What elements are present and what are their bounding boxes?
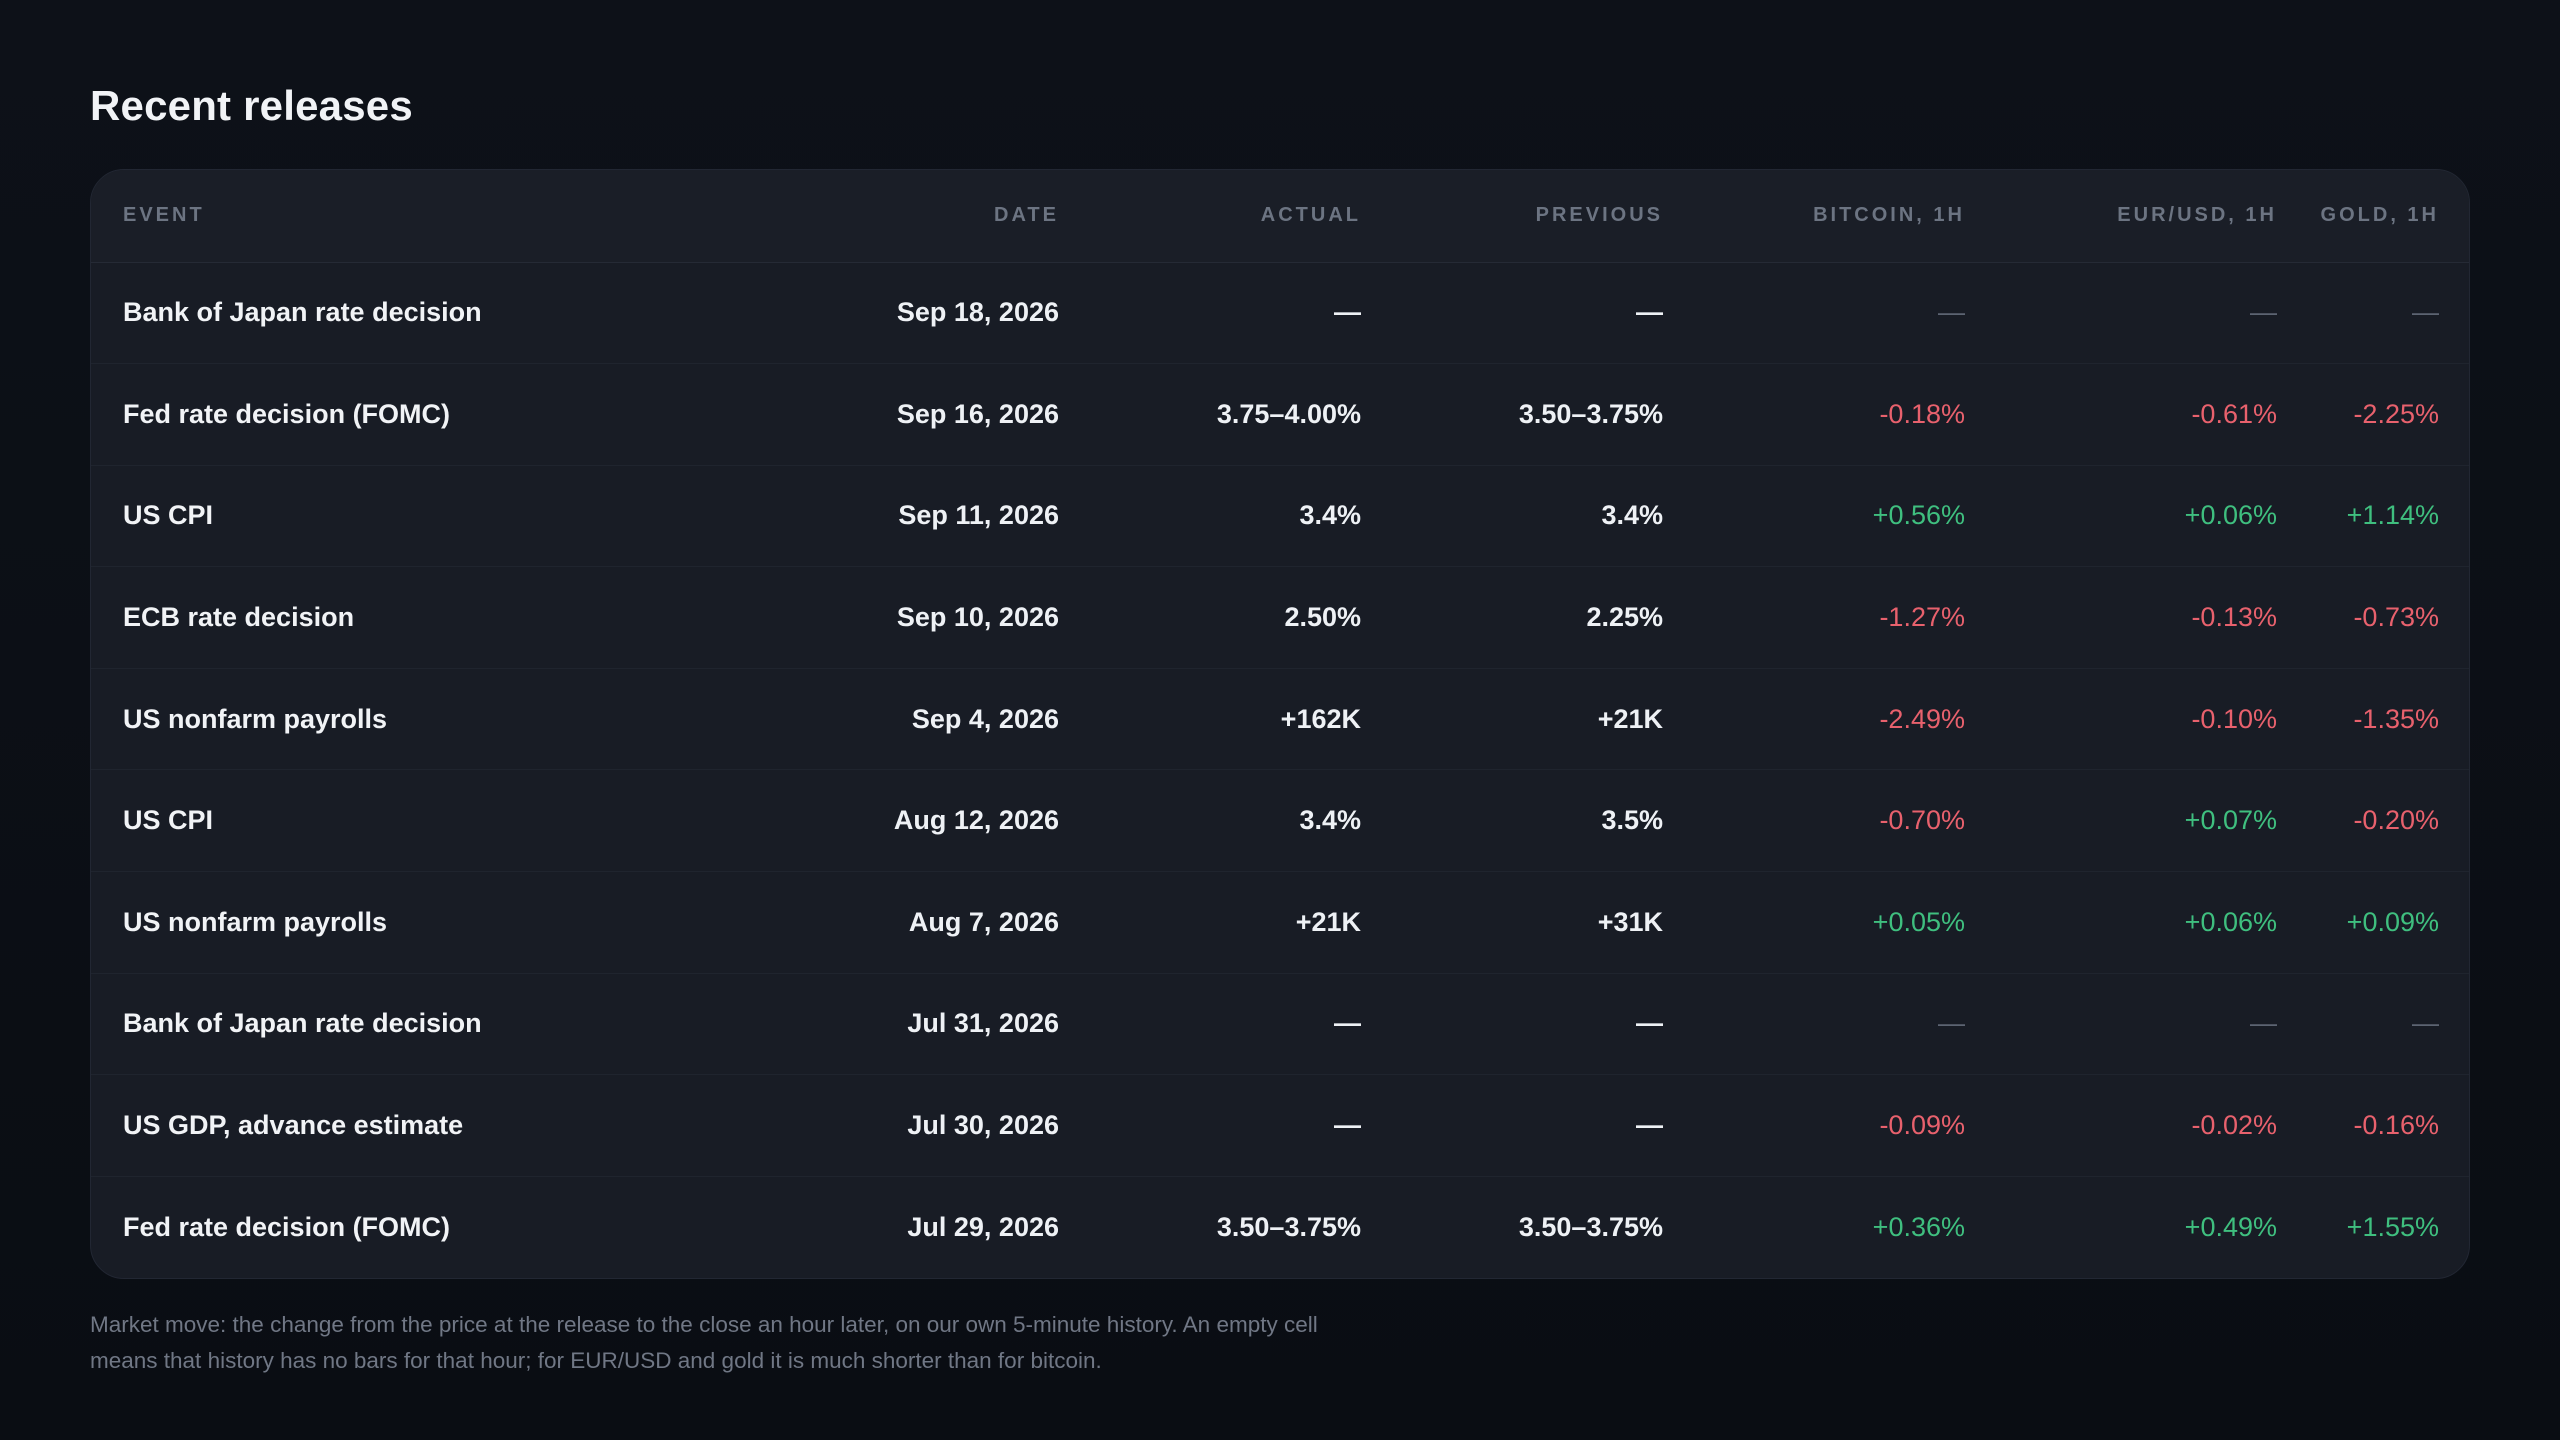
- column-header-actual[interactable]: ACTUAL: [1059, 170, 1361, 263]
- event-cell: Fed rate decision (FOMC): [91, 363, 631, 466]
- previous-cell: —: [1361, 972, 1663, 1075]
- event-cell: Fed rate decision (FOMC): [91, 1175, 631, 1278]
- gold-move-cell: -0.20%: [2277, 769, 2469, 872]
- event-cell: US CPI: [91, 464, 631, 567]
- date-cell: Sep 16, 2026: [631, 363, 1059, 466]
- event-cell: Bank of Japan rate decision: [91, 972, 631, 1075]
- gold-move-cell: —: [2412, 297, 2439, 328]
- actual-cell: —: [1059, 1074, 1361, 1177]
- table-row[interactable]: Fed rate decision (FOMC) Sep 16, 2026 3.…: [91, 363, 2469, 466]
- previous-cell: —: [1636, 297, 1663, 328]
- gold-move-cell: -2.25%: [2277, 363, 2469, 466]
- actual-cell: 3.4%: [1059, 464, 1361, 567]
- table-row[interactable]: Fed rate decision (FOMC) Jul 29, 2026 3.…: [91, 1175, 2469, 1278]
- gold-move-cell: +0.09%: [2277, 871, 2469, 974]
- previous-cell: 3.50–3.75%: [1361, 363, 1663, 466]
- bitcoin-move-cell: -0.09%: [1663, 1074, 1965, 1177]
- releases-table-card: EVENT DATE ACTUAL PREVIOUS BITCOIN, 1H E…: [90, 169, 2470, 1279]
- bitcoin-move-cell: —: [1663, 972, 1965, 1075]
- table-row[interactable]: Bank of Japan rate decision Sep 18, 2026…: [91, 262, 2469, 364]
- column-header-event[interactable]: EVENT: [91, 170, 631, 263]
- header-row: EVENT DATE ACTUAL PREVIOUS BITCOIN, 1H E…: [91, 170, 2469, 263]
- column-header-date[interactable]: DATE: [631, 170, 1059, 263]
- eurusd-move-cell: -0.13%: [1965, 566, 2277, 669]
- date-cell: Jul 30, 2026: [631, 1074, 1059, 1177]
- bitcoin-move-cell: -1.27%: [1663, 566, 1965, 669]
- date-cell: Sep 11, 2026: [631, 464, 1059, 567]
- table-row[interactable]: US GDP, advance estimate Jul 30, 2026 — …: [91, 1074, 2469, 1177]
- column-header-bitcoin-1h[interactable]: BITCOIN, 1H: [1663, 170, 1965, 263]
- bitcoin-move-cell: -0.70%: [1663, 769, 1965, 872]
- table-row[interactable]: US CPI Sep 11, 2026 3.4% 3.4% +0.56% +0.…: [91, 464, 2469, 567]
- eurusd-move-cell: +0.06%: [1965, 464, 2277, 567]
- actual-cell: 3.50–3.75%: [1059, 1175, 1361, 1278]
- date-cell: Aug 12, 2026: [631, 769, 1059, 872]
- previous-cell: +31K: [1361, 871, 1663, 974]
- gold-move-cell: -0.16%: [2277, 1074, 2469, 1177]
- event-cell: US GDP, advance estimate: [91, 1074, 631, 1177]
- bitcoin-move-cell: +0.56%: [1663, 464, 1965, 567]
- table-row[interactable]: US nonfarm payrolls Sep 4, 2026 +162K +2…: [91, 667, 2469, 770]
- actual-cell: +162K: [1059, 667, 1361, 770]
- previous-cell: 3.50–3.75%: [1361, 1175, 1663, 1278]
- actual-cell: —: [1334, 297, 1361, 328]
- eurusd-move-cell: +0.49%: [1965, 1175, 2277, 1278]
- date-cell: Sep 18, 2026: [896, 297, 1059, 328]
- bitcoin-move-cell: +0.05%: [1663, 871, 1965, 974]
- gold-move-cell: +1.55%: [2277, 1175, 2469, 1278]
- gold-move-cell: +1.14%: [2277, 464, 2469, 567]
- date-cell: Jul 29, 2026: [631, 1175, 1059, 1278]
- previous-cell: 2.25%: [1361, 566, 1663, 669]
- eurusd-move-cell: +0.06%: [1965, 871, 2277, 974]
- date-cell: Sep 10, 2026: [631, 566, 1059, 669]
- eurusd-move-cell: —: [2250, 297, 2277, 328]
- table-row[interactable]: ECB rate decision Sep 10, 2026 2.50% 2.2…: [91, 566, 2469, 669]
- table-row[interactable]: Bank of Japan rate decision Jul 31, 2026…: [91, 972, 2469, 1075]
- date-cell: Sep 4, 2026: [631, 667, 1059, 770]
- actual-cell: +21K: [1059, 871, 1361, 974]
- table-row[interactable]: US CPI Aug 12, 2026 3.4% 3.5% -0.70% +0.…: [91, 769, 2469, 872]
- table-body: Bank of Japan rate decision Sep 18, 2026…: [91, 262, 2469, 1278]
- page: Recent releases EVENT DATE ACTUAL PREVIO…: [90, 78, 2470, 1379]
- previous-cell: 3.5%: [1361, 769, 1663, 872]
- actual-cell: —: [1059, 972, 1361, 1075]
- eurusd-move-cell: -0.10%: [1965, 667, 2277, 770]
- column-header-gold-1h[interactable]: GOLD, 1H: [2277, 170, 2469, 263]
- column-header-previous[interactable]: PREVIOUS: [1361, 170, 1663, 263]
- actual-cell: 3.75–4.00%: [1059, 363, 1361, 466]
- previous-cell: +21K: [1361, 667, 1663, 770]
- event-cell: US CPI: [91, 769, 631, 872]
- previous-cell: 3.4%: [1361, 464, 1663, 567]
- event-cell: US nonfarm payrolls: [91, 667, 631, 770]
- event-cell: US nonfarm payrolls: [91, 871, 631, 974]
- actual-cell: 2.50%: [1059, 566, 1361, 669]
- releases-table: EVENT DATE ACTUAL PREVIOUS BITCOIN, 1H E…: [91, 170, 2469, 1278]
- bitcoin-move-cell: +0.36%: [1663, 1175, 1965, 1278]
- eurusd-move-cell: -0.02%: [1965, 1074, 2277, 1177]
- actual-cell: 3.4%: [1059, 769, 1361, 872]
- column-header-eurusd-1h[interactable]: EUR/USD, 1H: [1965, 170, 2277, 263]
- page-title: Recent releases: [90, 82, 413, 129]
- bitcoin-move-cell: -2.49%: [1663, 667, 1965, 770]
- eurusd-move-cell: +0.07%: [1965, 769, 2277, 872]
- bitcoin-move-cell: —: [1938, 297, 1965, 328]
- table-row[interactable]: US nonfarm payrolls Aug 7, 2026 +21K +31…: [91, 871, 2469, 974]
- date-cell: Jul 31, 2026: [631, 972, 1059, 1075]
- table-header: EVENT DATE ACTUAL PREVIOUS BITCOIN, 1H E…: [91, 170, 2469, 263]
- previous-cell: —: [1361, 1074, 1663, 1177]
- eurusd-move-cell: -0.61%: [1965, 363, 2277, 466]
- date-cell: Aug 7, 2026: [631, 871, 1059, 974]
- event-cell: Bank of Japan rate decision: [123, 297, 482, 328]
- market-move-footnote: Market move: the change from the price a…: [90, 1312, 1318, 1373]
- eurusd-move-cell: —: [1965, 972, 2277, 1075]
- gold-move-cell: -0.73%: [2277, 566, 2469, 669]
- gold-move-cell: -1.35%: [2277, 667, 2469, 770]
- event-cell: ECB rate decision: [91, 566, 631, 669]
- bitcoin-move-cell: -0.18%: [1663, 363, 1965, 466]
- gold-move-cell: —: [2277, 972, 2469, 1075]
